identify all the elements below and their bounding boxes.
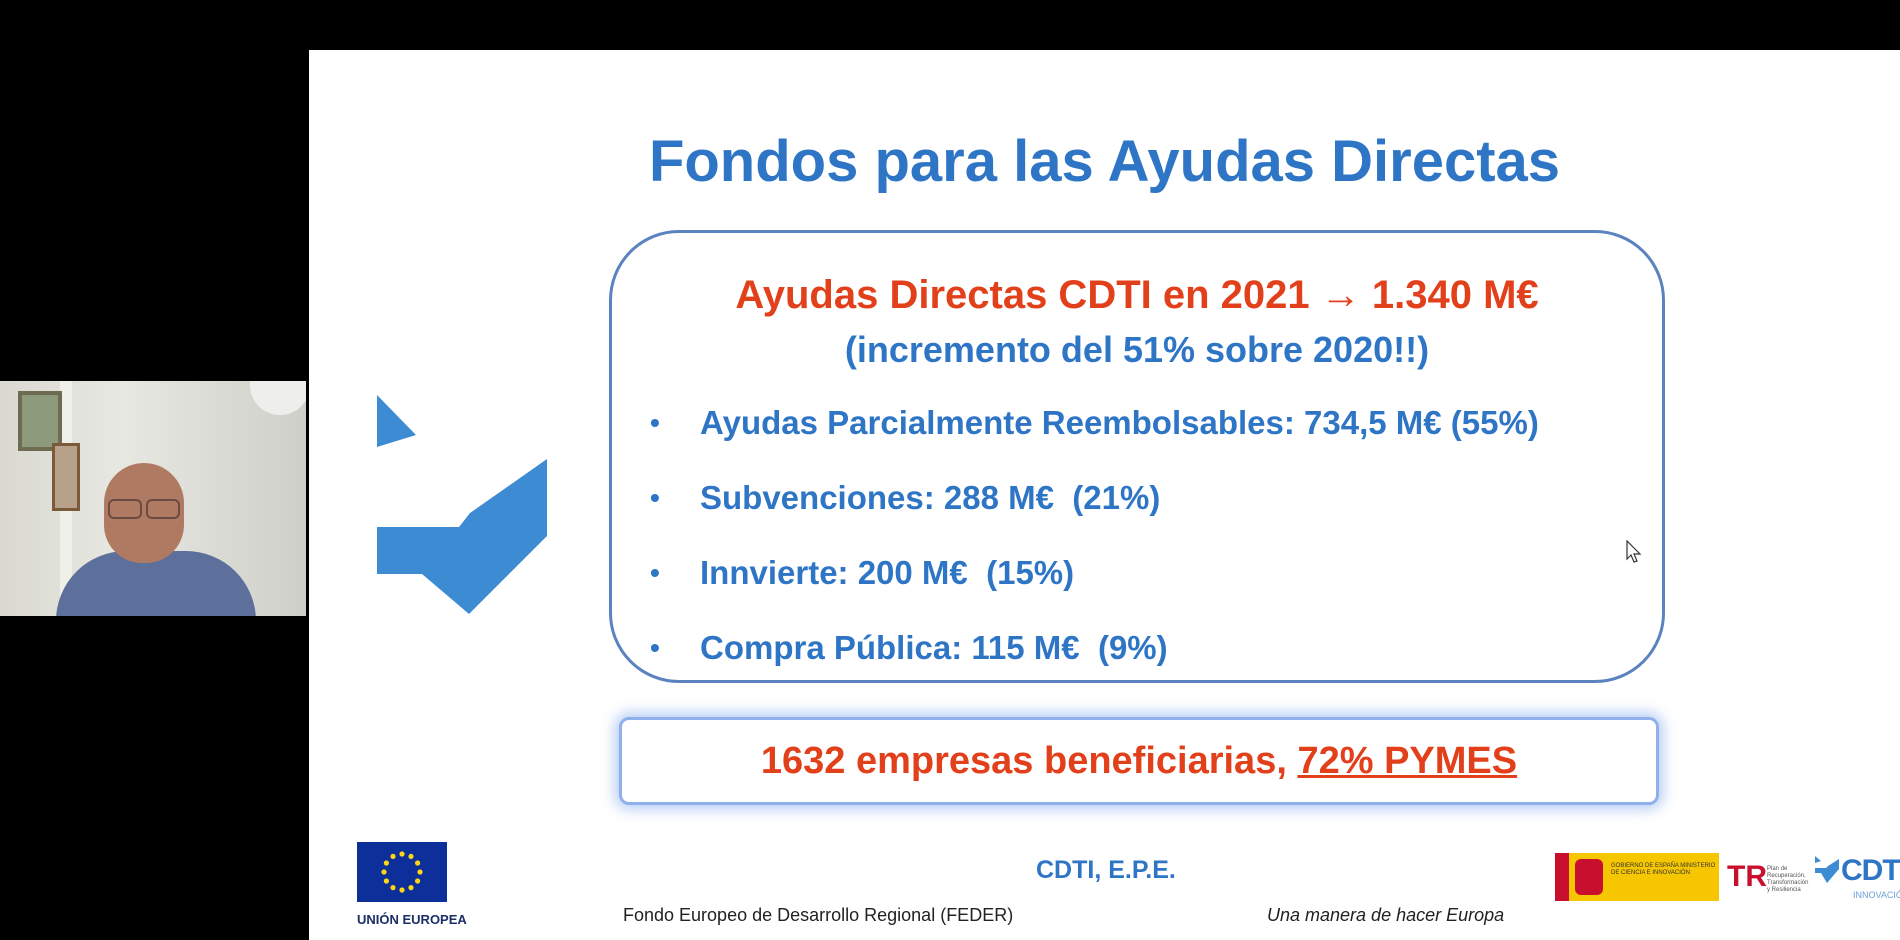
recovery-plan-logo: TR Plan de Recuperación, Transformación … [1727,856,1811,900]
government-logo-text: GOBIERNO DE ESPAÑA MINISTERIO DE CIENCIA… [1611,863,1716,876]
funding-item: Compra Pública: 115 M€ (9%) [650,628,1539,703]
cdti-small-mark-icon [1815,856,1839,883]
tr-mark-icon: TR [1727,860,1767,893]
eu-flag-icon [357,842,447,902]
spain-crest-icon [1575,859,1603,895]
footer-fund-name: Fondo Europeo de Desarrollo Regional (FE… [623,905,1014,925]
pymes-share: 72% PYMES [1297,740,1518,782]
funding-item: Innvierte: 200 M€ (15%) [650,553,1539,628]
footer-organization: CDTI, E.P.E. [1036,856,1176,884]
presenter-glasses [104,499,184,519]
government-logo: GOBIERNO DE ESPAÑA MINISTERIO DE CIENCIA… [1555,853,1719,901]
beneficiaries-box: 1632 empresas beneficiarias, 72% PYMES [619,717,1659,805]
webcam-feed [0,381,306,616]
ayudas-summary-box: Ayudas Directas CDTI en 2021 → 1.340 M€ … [609,230,1665,683]
funding-item: Subvenciones: 288 M€ (21%) [650,478,1539,553]
background-picture-frame [18,391,62,451]
presenter-body [56,551,256,616]
cdti-logo-icon [377,395,547,614]
ceiling-lamp [250,381,306,415]
cdti-innovacion-logo: CDTI INNOVACIÓN [1815,850,1900,906]
cdti-wordmark: CDTI [1841,854,1900,887]
cursor-icon [1626,540,1642,563]
cdti-tagline: INNOVACIÓN [1853,890,1900,900]
slide-title: Fondos para las Ayudas Directas [648,129,1561,194]
recovery-plan-text: Plan de Recuperación, Transformación y R… [1767,866,1809,893]
background-picture-frame [52,443,80,511]
funding-item: Ayudas Parcialmente Reembolsables: 734,5… [650,403,1539,478]
presenter-head [104,463,184,563]
footer-motto: Una manera de hacer Europa [1267,905,1505,925]
ayudas-headline: Ayudas Directas CDTI en 2021 → 1.340 M€ [735,273,1539,317]
beneficiaries-text: 1632 empresas beneficiarias, 72% PYMES [622,740,1656,783]
funding-breakdown-list: Ayudas Parcialmente Reembolsables: 734,5… [650,403,1539,703]
beneficiaries-count: 1632 empresas beneficiarias, [760,740,1298,782]
ayudas-increase-note: (incremento del 51% sobre 2020!!) [844,329,1430,370]
presentation-slide: Fondos para las Ayudas Directas Ayudas D… [309,50,1900,940]
eu-label: UNIÓN EUROPEA [357,912,467,927]
